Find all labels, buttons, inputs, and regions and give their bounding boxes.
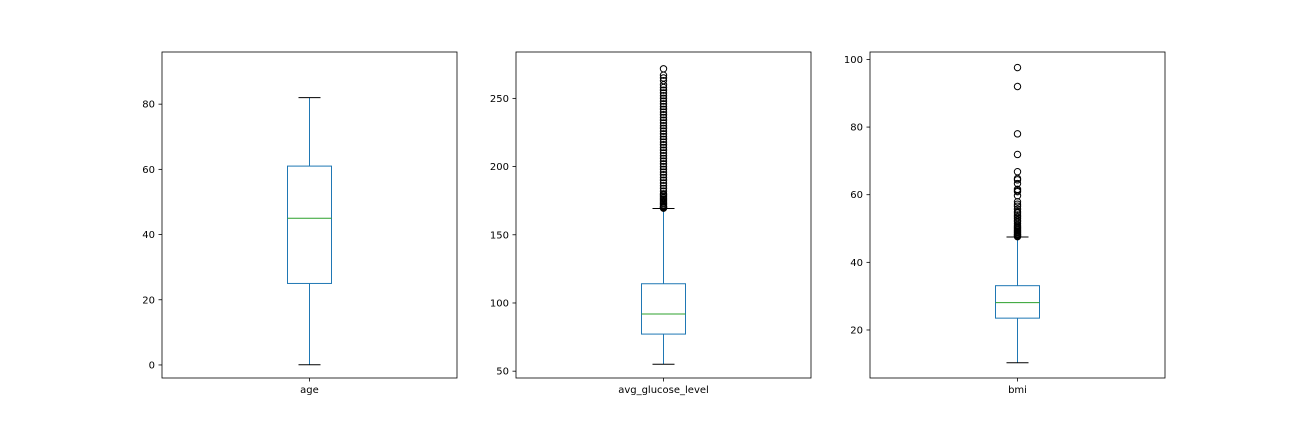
outlier-point: [1013, 185, 1022, 193]
outlier-point: [1013, 150, 1022, 159]
outlier-point: [659, 102, 668, 111]
iqr-box: [641, 283, 686, 335]
y-tick-label: 20: [850, 325, 863, 336]
outlier-point: [659, 94, 668, 103]
y-tick-label: 0: [149, 360, 155, 371]
outlier-point: [1013, 205, 1022, 213]
y-tick-label: 60: [850, 190, 863, 201]
y-tick-label: 150: [490, 230, 509, 241]
outlier-point: [1013, 211, 1022, 219]
outlier-point: [659, 149, 668, 157]
outlier-point: [659, 165, 668, 174]
outlier-point: [659, 100, 668, 108]
outlier-point: [659, 151, 668, 160]
outlier-point: [1013, 63, 1022, 72]
outlier-point: [1013, 168, 1022, 176]
outlier-point: [659, 91, 668, 100]
y-tick-label: 80: [850, 123, 863, 134]
outlier-point: [659, 168, 668, 176]
outlier-point: [1013, 130, 1022, 138]
outlier-point: [659, 138, 668, 146]
outlier-point: [1013, 202, 1022, 210]
outlier-point: [1013, 207, 1022, 216]
outlier-point: [659, 130, 668, 138]
outlier-point: [659, 116, 668, 124]
outlier-point: [659, 173, 668, 182]
y-tick-label: 80: [142, 100, 155, 111]
outlier-point: [659, 184, 668, 193]
outlier-point: [659, 127, 668, 135]
y-tick-label: 60: [142, 165, 155, 176]
x-tick-label: bmi: [1008, 385, 1027, 396]
subplot-age: 0 20 40 60 80 age: [142, 51, 458, 396]
iqr-box: [995, 285, 1040, 319]
x-tick-label: age: [300, 385, 319, 396]
outlier-point: [659, 121, 668, 130]
outlier-point: [659, 65, 668, 73]
y-tick-label: 50: [496, 367, 509, 378]
y-tick-label: 250: [490, 94, 509, 105]
outlier-point: [659, 187, 668, 195]
outlier-point: [659, 176, 668, 184]
outlier-point: [659, 162, 668, 171]
x-tick-label: avg_glucose_level: [618, 385, 709, 396]
y-tick-label: 20: [142, 295, 155, 306]
outlier-point: [659, 97, 668, 105]
outlier-point: [659, 89, 668, 97]
subplot-avg_glucose_level: 50 100 150 200 250 avg_glucose_level: [490, 51, 812, 396]
outlier-point: [659, 111, 668, 119]
outlier-point: [659, 171, 668, 179]
outlier-point: [659, 119, 668, 127]
outlier-point: [659, 179, 668, 187]
outlier-point: [659, 132, 668, 141]
iqr-box: [287, 165, 332, 284]
outlier-point: [659, 190, 668, 198]
y-tick-label: 100: [490, 298, 509, 309]
outlier-point: [659, 105, 668, 113]
y-tick-label: 40: [850, 258, 863, 269]
y-tick-label: 40: [142, 230, 155, 241]
outlier-point: [659, 141, 668, 149]
y-tick-label: 100: [844, 55, 863, 66]
outlier-point: [1013, 179, 1022, 188]
outlier-point: [659, 160, 668, 168]
outlier-point: [659, 74, 668, 82]
outlier-point: [659, 157, 668, 165]
y-tick-label: 200: [490, 162, 509, 173]
outlier-point: [659, 146, 668, 154]
outlier-point: [659, 154, 668, 163]
outlier-point: [659, 108, 668, 116]
outlier-point: [659, 86, 668, 94]
outlier-point: [659, 181, 668, 190]
outlier-point: [659, 76, 668, 85]
outlier-point: [659, 143, 668, 152]
outlier-point: [659, 113, 668, 122]
outlier-point: [1013, 82, 1022, 91]
outlier-point: [659, 124, 668, 133]
outlier-point: [659, 135, 668, 143]
outlier-point: [1013, 200, 1022, 208]
subplot-bmi: 20 40 60 80 100 bmi: [844, 51, 1166, 396]
